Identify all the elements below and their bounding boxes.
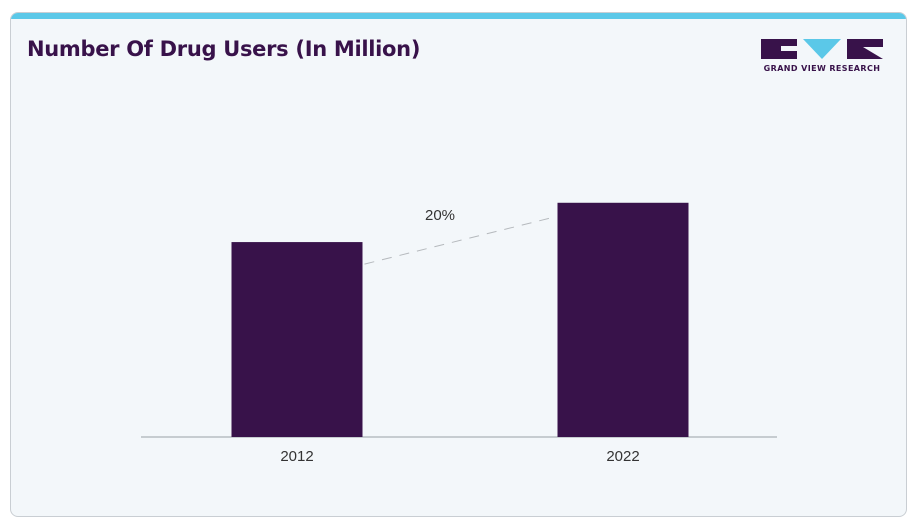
logo-text: GRAND VIEW RESEARCH [763, 64, 881, 73]
growth-annotation: 20% [425, 207, 455, 224]
growth-trend-line [364, 216, 556, 265]
chart-title: Number Of Drug Users (In Million) [27, 37, 421, 61]
bar-chart: 20% 2012 2022 [141, 202, 777, 465]
x-tick-label-2022: 2022 [606, 448, 639, 465]
bar-2012 [231, 242, 363, 437]
bar-2022 [557, 202, 689, 437]
chart-card: Number Of Drug Users (In Million) GRAND … [10, 12, 907, 517]
header-accent-bar [11, 13, 906, 19]
bars [231, 202, 689, 437]
x-tick-labels: 2012 2022 [280, 448, 639, 465]
gvr-logo-icon [761, 39, 883, 59]
gvr-logo: GRAND VIEW RESEARCH [759, 37, 885, 79]
x-tick-label-2012: 2012 [280, 448, 313, 465]
